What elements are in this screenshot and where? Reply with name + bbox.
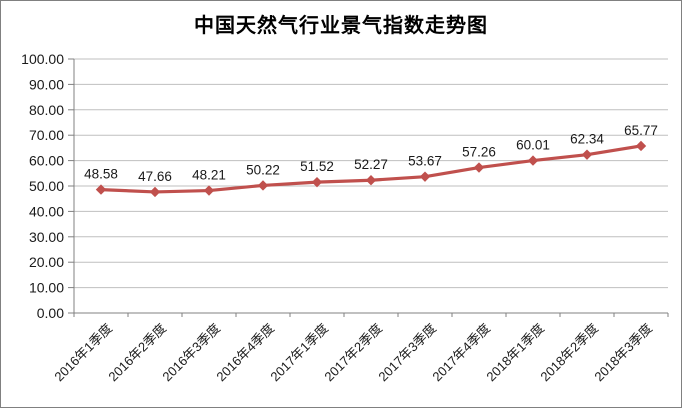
data-point-marker bbox=[635, 140, 647, 152]
data-point-label: 53.67 bbox=[408, 154, 442, 169]
y-tick-label: 30.00 bbox=[29, 229, 64, 245]
y-tick-label: 80.00 bbox=[29, 102, 64, 118]
y-tick-label: 40.00 bbox=[29, 203, 64, 219]
data-point-marker bbox=[311, 176, 323, 188]
chart-title: 中国天然气行业景气指数走势图 bbox=[194, 15, 488, 37]
data-point-marker bbox=[581, 149, 593, 160]
data-point-label: 62.34 bbox=[570, 132, 604, 147]
data-point-marker bbox=[527, 155, 539, 166]
data-point-marker bbox=[365, 175, 377, 186]
y-tick-label: 0.00 bbox=[37, 305, 64, 321]
y-tick-label: 50.00 bbox=[29, 178, 64, 194]
data-point-label: 57.26 bbox=[462, 145, 496, 160]
y-tick-label: 10.00 bbox=[29, 280, 64, 296]
data-point-label: 51.52 bbox=[300, 159, 334, 174]
y-tick-label: 100.00 bbox=[21, 51, 64, 67]
data-point-marker bbox=[149, 186, 161, 198]
data-point-label: 47.66 bbox=[138, 169, 172, 184]
chart-frame bbox=[0, 0, 682, 408]
data-point-label: 48.21 bbox=[192, 168, 226, 183]
y-tick-label: 60.00 bbox=[29, 153, 64, 169]
data-point-label: 50.22 bbox=[246, 162, 280, 177]
data-point-label: 52.27 bbox=[354, 157, 388, 172]
y-tick-label: 70.00 bbox=[29, 127, 64, 143]
data-point-marker bbox=[203, 185, 215, 196]
data-point-marker bbox=[473, 162, 485, 173]
y-tick-label: 20.00 bbox=[29, 254, 64, 270]
data-point-marker bbox=[419, 171, 431, 182]
data-point-marker bbox=[95, 184, 107, 195]
data-point-label: 65.77 bbox=[624, 123, 658, 138]
data-point-label: 60.01 bbox=[516, 138, 550, 153]
x-tick-label: 2018年3季度 bbox=[591, 321, 655, 385]
data-point-label: 48.58 bbox=[84, 167, 118, 182]
data-point-marker bbox=[257, 180, 269, 191]
y-tick-label: 90.00 bbox=[29, 76, 64, 92]
